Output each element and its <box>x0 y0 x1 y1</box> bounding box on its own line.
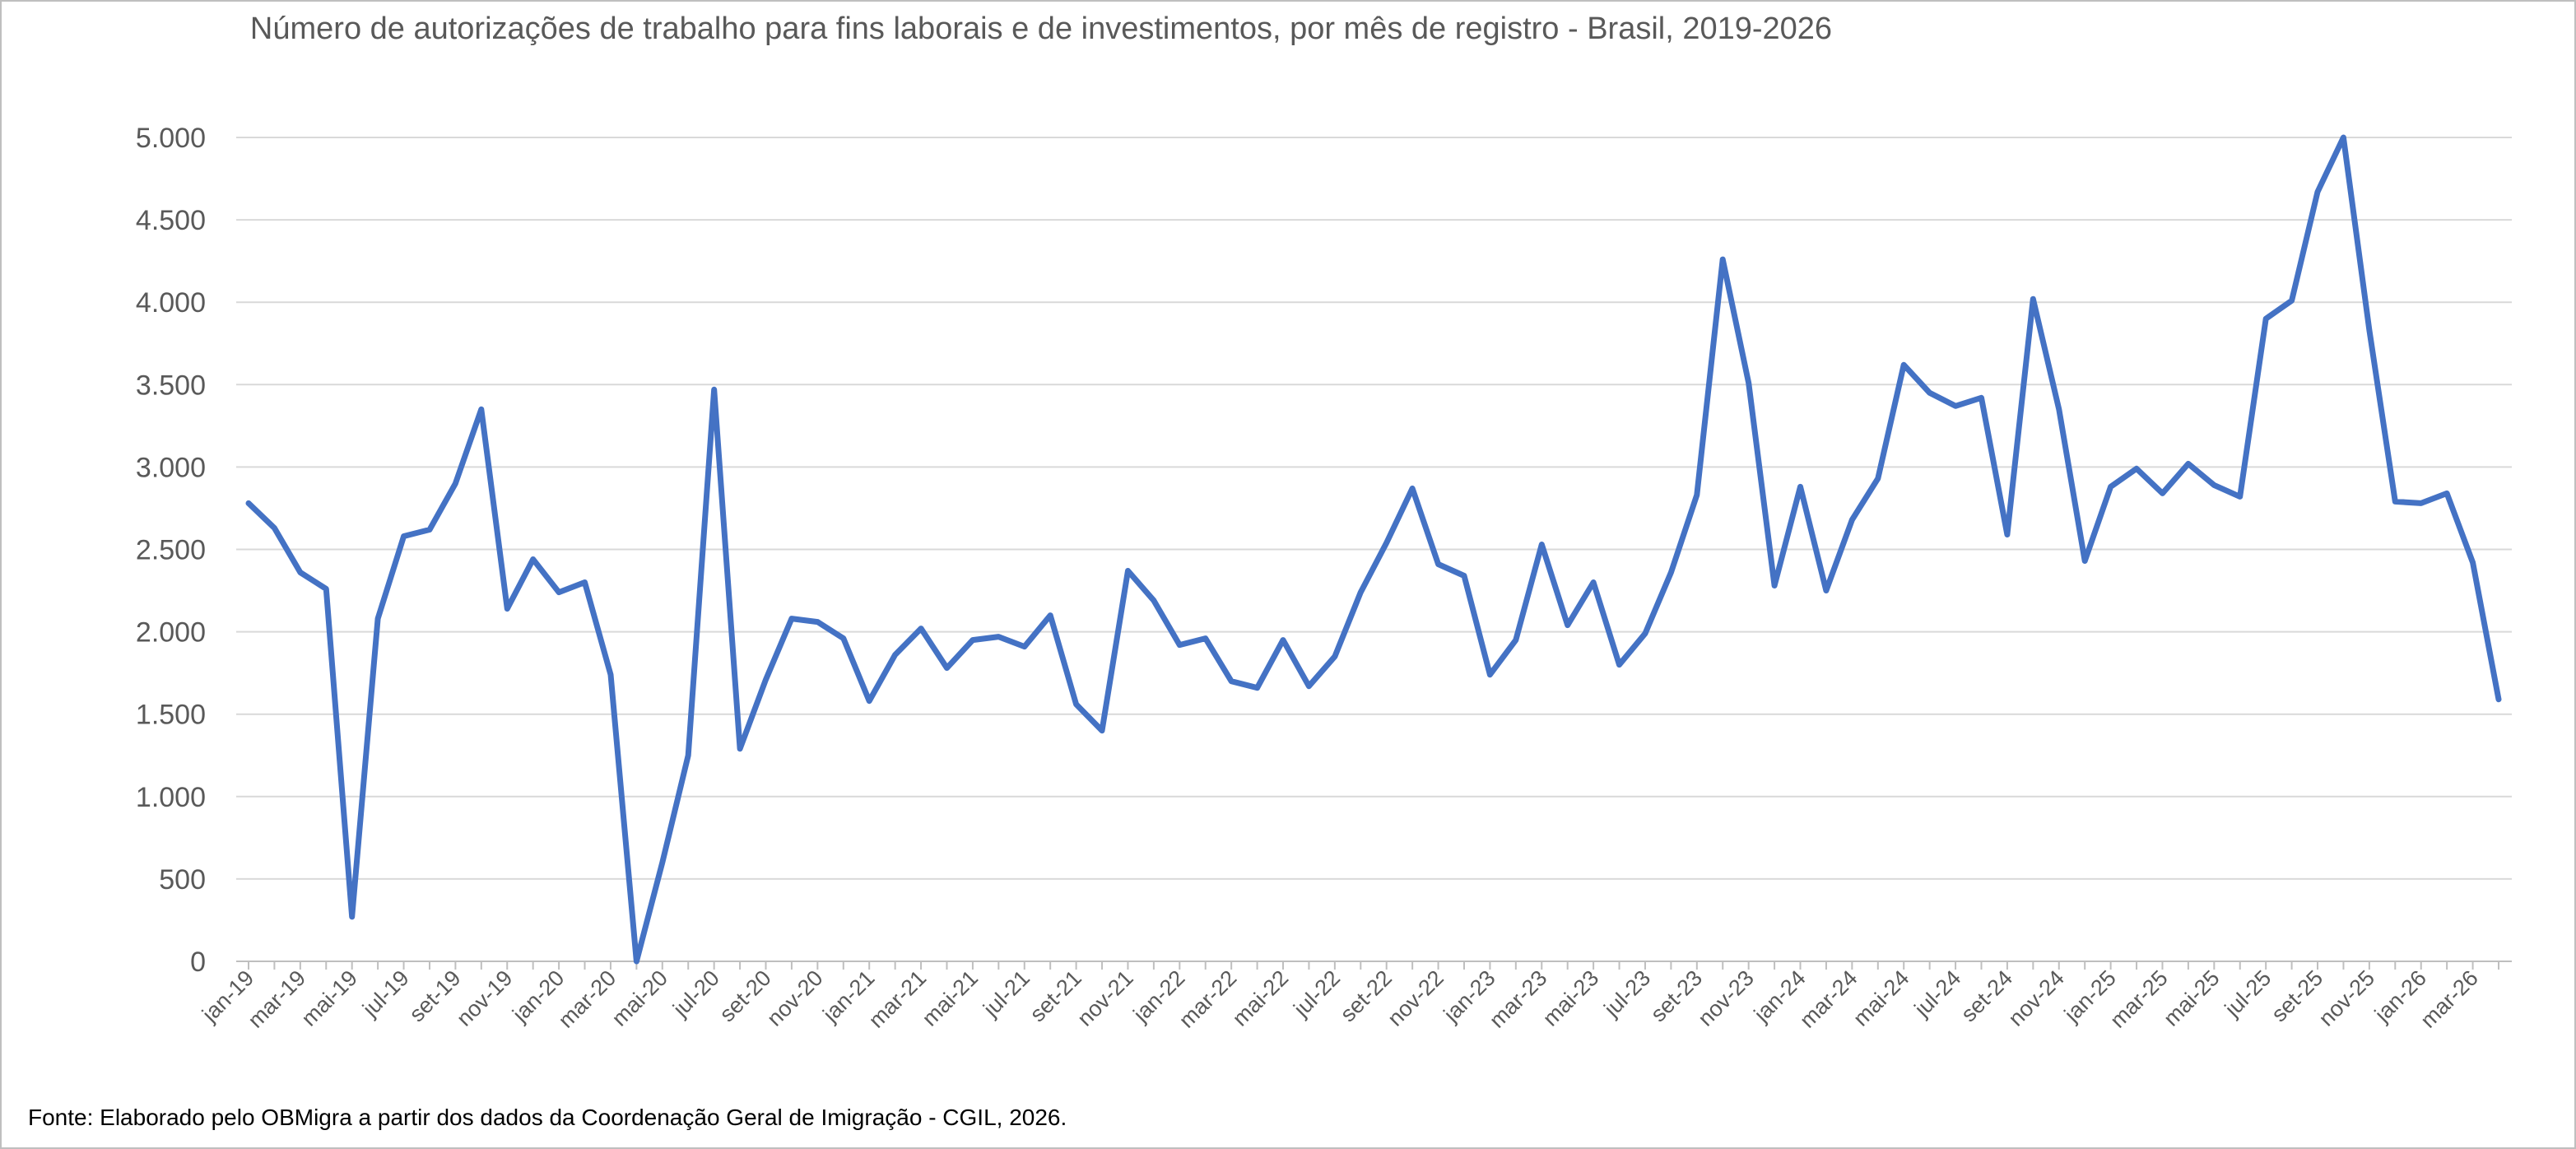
gridlines <box>236 137 2512 962</box>
x-tick-label: mar-21 <box>864 965 932 1033</box>
x-tick-label: nov-20 <box>762 965 828 1031</box>
y-tick-label: 2.000 <box>136 617 206 649</box>
x-tick-label: jul-24 <box>1909 965 1966 1022</box>
x-tick-label: mai-20 <box>607 965 672 1031</box>
x-axis: jan-19mar-19mai-19jul-19set-19nov-19jan-… <box>197 961 2499 1033</box>
x-tick-label: jul-23 <box>1599 965 1656 1022</box>
x-tick-label: mar-24 <box>1795 965 1862 1033</box>
source-note: Fonte: Elaborado pelo OBMigra a partir d… <box>28 1105 1067 1130</box>
x-tick-label: mai-23 <box>1538 965 1604 1031</box>
x-tick-label: mai-25 <box>2159 965 2225 1031</box>
y-tick-label: 500 <box>159 864 206 895</box>
chart-title: Número de autorizações de trabalho para … <box>249 12 1833 46</box>
y-tick-label: 1.000 <box>136 782 206 813</box>
series-group <box>245 134 2502 965</box>
x-tick-label: mai-19 <box>296 965 362 1031</box>
y-tick-label: 4.500 <box>136 205 206 236</box>
x-tick-label: nov-23 <box>1693 965 1759 1031</box>
x-tick-label: nov-21 <box>1072 965 1138 1031</box>
y-tick-label: 2.500 <box>136 535 206 566</box>
x-tick-label: jul-22 <box>1288 965 1345 1022</box>
x-tick-label: mai-21 <box>918 965 983 1031</box>
x-tick-label: mai-22 <box>1228 965 1294 1031</box>
x-tick-label: jul-20 <box>667 965 724 1022</box>
y-axis-ticks: 0 500 1.000 1.500 2.000 2.500 3.000 3.500 4.000 4… <box>136 123 206 978</box>
y-tick-label: 0 <box>190 947 206 978</box>
x-tick-label: nov-19 <box>452 965 518 1031</box>
x-tick-label: mar-19 <box>243 965 310 1033</box>
y-tick-label: 1.500 <box>136 700 206 731</box>
x-tick-label: jul-25 <box>2220 965 2276 1022</box>
x-tick-label: nov-25 <box>2314 965 2380 1031</box>
y-tick-label: 3.500 <box>136 370 206 401</box>
y-tick-label: 3.000 <box>136 452 206 483</box>
x-tick-label: mar-20 <box>554 965 621 1033</box>
x-tick-label: nov-22 <box>1383 965 1448 1031</box>
x-tick-label: mai-24 <box>1848 965 1914 1031</box>
x-tick-label: jul-19 <box>357 965 414 1022</box>
x-tick-label: mar-23 <box>1485 965 1552 1033</box>
y-tick-label: 4.000 <box>136 287 206 319</box>
x-tick-label: mar-22 <box>1174 965 1242 1033</box>
y-tick-label: 5.000 <box>136 123 206 154</box>
x-tick-label: mar-26 <box>2416 965 2483 1033</box>
series-line <box>245 134 2502 965</box>
x-tick-label: nov-24 <box>2003 965 2069 1031</box>
x-tick-label: jul-21 <box>978 965 1035 1022</box>
x-tick-label: mar-25 <box>2105 965 2173 1033</box>
